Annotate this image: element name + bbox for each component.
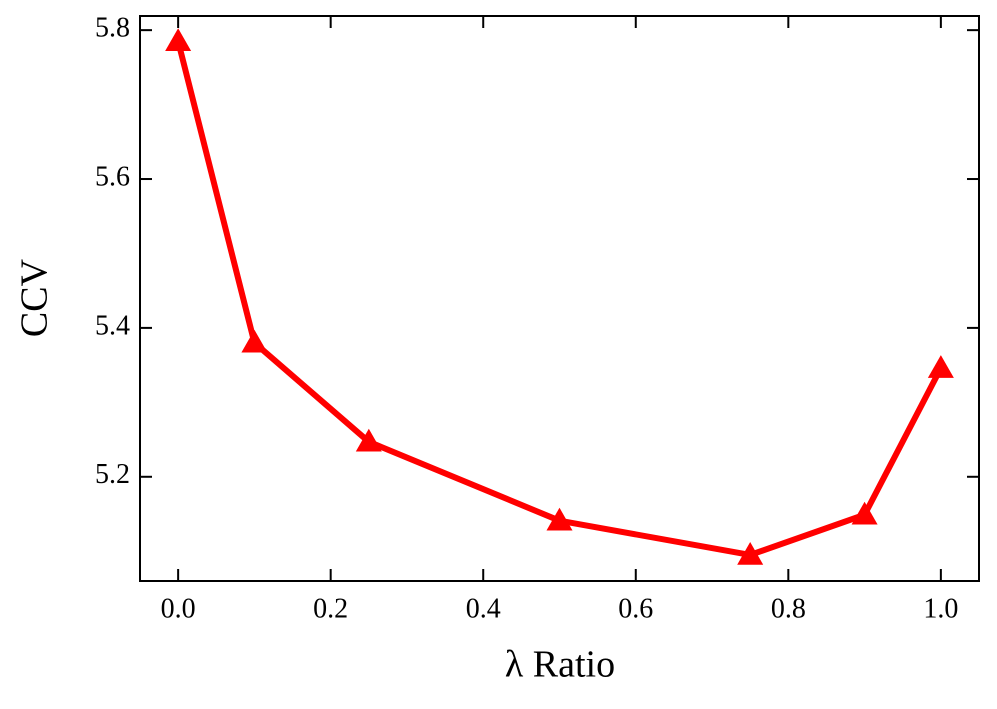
data-marker (241, 329, 268, 353)
data-marker (165, 28, 192, 52)
x-tick-label: 0.0 (161, 593, 196, 624)
x-tick-label: 1.0 (923, 593, 958, 624)
y-tick-label: 5.8 (95, 13, 130, 44)
y-tick-label: 5.6 (95, 161, 130, 192)
y-tick-label: 5.2 (95, 459, 130, 490)
x-axis-label: λ Ratio (505, 644, 615, 686)
x-tick-label: 0.4 (466, 593, 501, 624)
data-marker (851, 501, 878, 525)
x-tick-label: 0.2 (313, 593, 348, 624)
y-tick-label: 5.4 (95, 310, 130, 341)
data-marker (546, 507, 573, 531)
plot-frame (139, 15, 980, 582)
data-line (175, 40, 944, 558)
data-marker (737, 541, 764, 565)
y-axis-label: CCV (14, 258, 56, 337)
x-tick-label: 0.8 (771, 593, 806, 624)
data-marker (355, 428, 382, 452)
data-marker (927, 355, 954, 378)
x-tick-label: 0.6 (618, 593, 653, 624)
